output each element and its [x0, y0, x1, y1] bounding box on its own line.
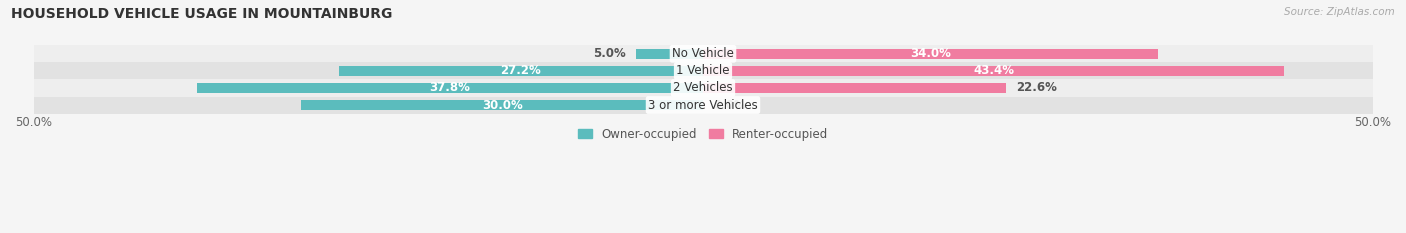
Bar: [339, 66, 703, 76]
Text: No Vehicle: No Vehicle: [672, 47, 734, 60]
Text: 22.6%: 22.6%: [1017, 82, 1057, 94]
Text: 43.4%: 43.4%: [973, 64, 1014, 77]
Text: 3 or more Vehicles: 3 or more Vehicles: [648, 99, 758, 112]
Bar: [34, 96, 1372, 113]
Bar: [636, 48, 703, 59]
Text: 34.0%: 34.0%: [910, 47, 950, 60]
Bar: [34, 45, 1372, 62]
Text: 2 Vehicles: 2 Vehicles: [673, 82, 733, 94]
Bar: [703, 48, 1159, 59]
Bar: [197, 83, 703, 93]
Bar: [703, 83, 1005, 93]
Text: 5.0%: 5.0%: [592, 47, 626, 60]
Bar: [34, 79, 1372, 96]
Text: HOUSEHOLD VEHICLE USAGE IN MOUNTAINBURG: HOUSEHOLD VEHICLE USAGE IN MOUNTAINBURG: [11, 7, 392, 21]
Text: 0.0%: 0.0%: [714, 99, 747, 112]
Text: 37.8%: 37.8%: [429, 82, 471, 94]
Bar: [703, 66, 1284, 76]
Bar: [301, 100, 703, 110]
Legend: Owner-occupied, Renter-occupied: Owner-occupied, Renter-occupied: [572, 123, 834, 145]
Text: 27.2%: 27.2%: [501, 64, 541, 77]
Text: 1 Vehicle: 1 Vehicle: [676, 64, 730, 77]
Text: Source: ZipAtlas.com: Source: ZipAtlas.com: [1284, 7, 1395, 17]
Bar: [34, 62, 1372, 79]
Text: 30.0%: 30.0%: [482, 99, 523, 112]
